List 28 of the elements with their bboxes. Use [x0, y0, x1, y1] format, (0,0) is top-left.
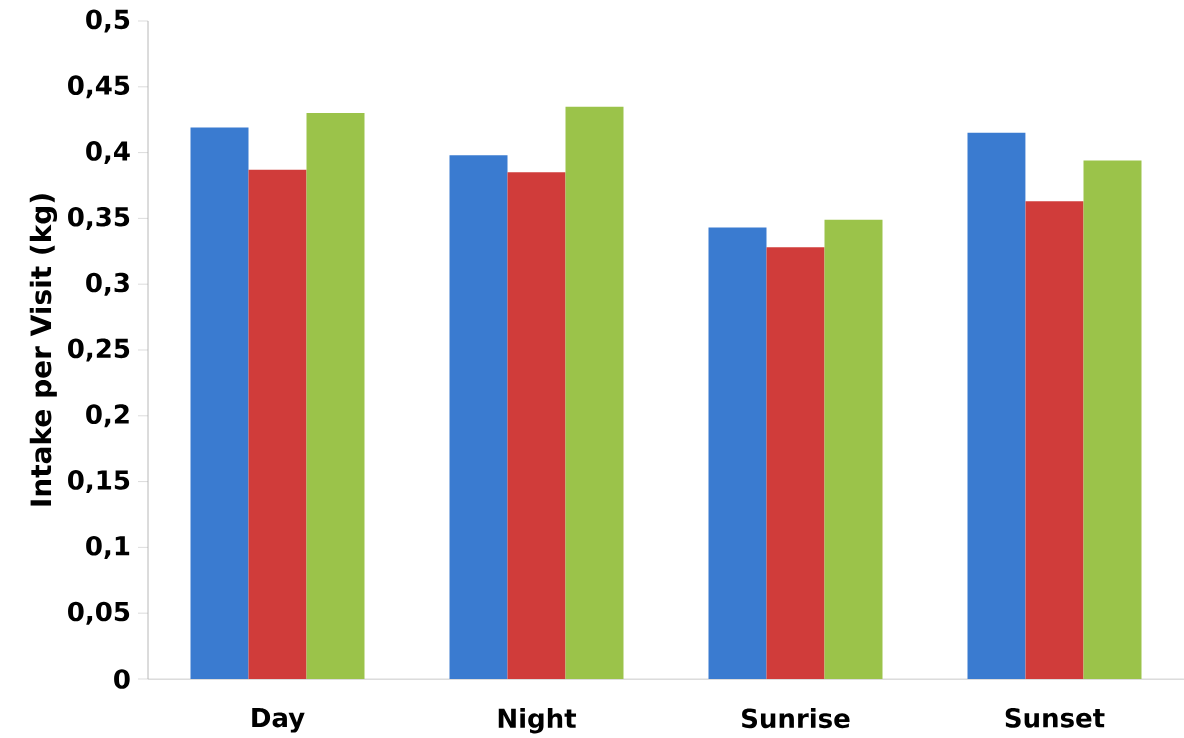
y-tick-label: 0,15 — [68, 470, 130, 494]
bar — [507, 172, 566, 679]
bar — [967, 132, 1026, 679]
x-tick-label: Sunset — [1005, 708, 1105, 728]
bar — [1083, 160, 1142, 679]
y-tick-label: 0 — [114, 669, 130, 689]
bar — [824, 219, 883, 679]
bar — [190, 127, 249, 679]
y-tick-label: 0,4 — [86, 141, 130, 165]
bar — [766, 247, 825, 679]
y-tick-label: 0,35 — [68, 206, 130, 230]
y-tick-label: 0,45 — [68, 75, 130, 99]
y-tick-label: 0,5 — [86, 9, 130, 33]
y-tick-label: 0,3 — [86, 272, 129, 296]
y-axis-title: Intake per Visit (kg) — [29, 194, 58, 506]
bar — [248, 169, 307, 679]
x-tick-label: Night — [498, 708, 577, 734]
y-tick-label: 0,1 — [86, 535, 130, 559]
bar — [449, 155, 508, 679]
x-tick-label: Sunrise — [742, 708, 850, 729]
y-tick-label: 0,25 — [68, 338, 130, 362]
y-tick-label: 0,2 — [86, 404, 129, 428]
bar — [1025, 201, 1084, 679]
bar — [708, 227, 767, 679]
bar — [306, 113, 365, 679]
x-tick-label: Day — [252, 708, 305, 733]
bar — [565, 106, 624, 679]
y-tick-label: 0,05 — [68, 601, 130, 625]
